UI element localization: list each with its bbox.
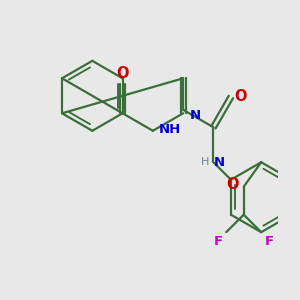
Text: N: N: [189, 109, 201, 122]
Text: H: H: [201, 157, 209, 167]
Text: O: O: [234, 89, 247, 104]
Text: NH: NH: [159, 122, 182, 136]
Text: N: N: [214, 156, 225, 169]
Text: F: F: [265, 235, 274, 248]
Text: F: F: [214, 235, 223, 248]
Text: O: O: [226, 178, 239, 193]
Text: O: O: [116, 66, 129, 81]
